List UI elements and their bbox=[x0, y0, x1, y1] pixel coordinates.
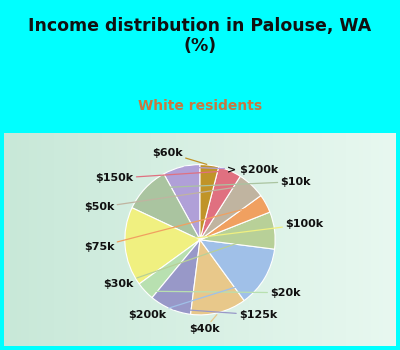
Text: White residents: White residents bbox=[138, 99, 262, 113]
Text: $75k: $75k bbox=[84, 204, 263, 252]
Text: $200k: $200k bbox=[128, 279, 262, 320]
Wedge shape bbox=[200, 164, 219, 240]
Text: $100k: $100k bbox=[128, 219, 323, 246]
Wedge shape bbox=[132, 174, 200, 240]
Wedge shape bbox=[139, 240, 200, 298]
Wedge shape bbox=[200, 167, 240, 240]
Text: $30k: $30k bbox=[104, 231, 272, 289]
Text: $50k: $50k bbox=[84, 186, 249, 212]
Wedge shape bbox=[125, 208, 200, 284]
Text: $20k: $20k bbox=[148, 288, 301, 298]
Wedge shape bbox=[164, 164, 200, 240]
Text: $150k: $150k bbox=[96, 171, 227, 183]
Wedge shape bbox=[190, 240, 244, 315]
Text: Income distribution in Palouse, WA
(%): Income distribution in Palouse, WA (%) bbox=[28, 16, 372, 55]
Text: $60k: $60k bbox=[152, 148, 207, 164]
Wedge shape bbox=[200, 196, 270, 240]
Text: $10k: $10k bbox=[148, 177, 311, 188]
Wedge shape bbox=[200, 240, 274, 301]
Text: > $200k: > $200k bbox=[184, 165, 278, 175]
Text: $125k: $125k bbox=[173, 309, 277, 320]
Wedge shape bbox=[152, 240, 200, 314]
Wedge shape bbox=[200, 176, 261, 240]
Wedge shape bbox=[200, 212, 275, 249]
Text: $40k: $40k bbox=[189, 315, 220, 334]
